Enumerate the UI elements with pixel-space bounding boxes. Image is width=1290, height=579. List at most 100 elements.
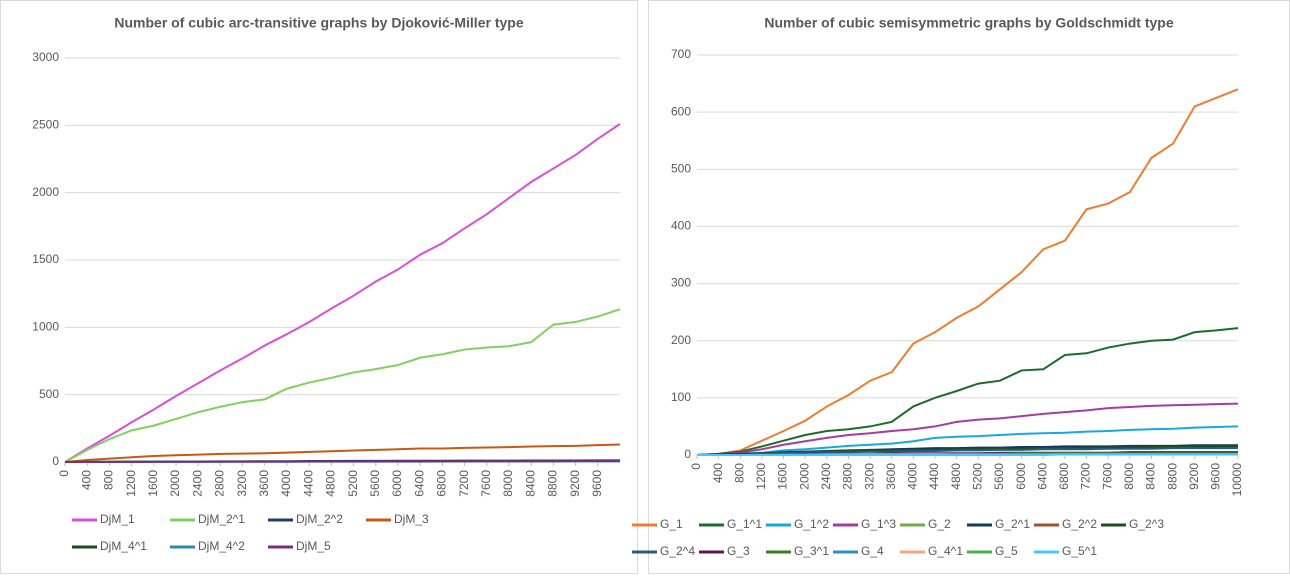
legend-label: G_2^1 (995, 517, 1030, 531)
legend-label: G_3^1 (794, 544, 829, 558)
x-tick-label: 10000 (1230, 463, 1244, 497)
x-tick-label: 9200 (568, 470, 582, 497)
y-tick-label: 700 (671, 47, 691, 61)
series-line (697, 453, 1238, 456)
x-tick-label: 0 (57, 470, 71, 477)
x-tick-label: 3200 (862, 463, 876, 490)
legend-label: DjM_2^2 (296, 512, 343, 526)
y-tick-label: 0 (684, 447, 691, 461)
x-tick-label: 2000 (168, 470, 182, 497)
x-tick-label: 2400 (190, 470, 204, 497)
x-tick-label: 8800 (546, 470, 560, 497)
x-tick-label: 5600 (368, 470, 382, 497)
x-tick-label: 1200 (124, 470, 138, 497)
series-line (64, 123, 621, 463)
y-tick-label: 400 (671, 219, 691, 233)
x-tick-label: 6400 (412, 470, 426, 497)
y-tick-label: 300 (671, 276, 691, 290)
chart-title: Number of cubic semisymmetric graphs by … (764, 15, 1173, 31)
x-tick-label: 0 (689, 463, 703, 470)
x-tick-label: 8400 (523, 470, 537, 497)
x-tick-label: 2800 (213, 470, 227, 497)
x-tick-label: 8400 (1144, 463, 1158, 490)
y-tick-label: 2500 (32, 118, 59, 132)
series-line (697, 447, 1238, 456)
legend-label: DjM_4^1 (100, 539, 147, 553)
x-tick-label: 800 (102, 470, 116, 490)
legend-label: G_4^1 (928, 544, 963, 558)
y-tick-label: 2000 (32, 185, 59, 199)
x-tick-label: 1200 (754, 463, 768, 490)
series-line (64, 443, 621, 463)
legend-label: G_2 (928, 517, 951, 531)
x-tick-label: 2000 (797, 463, 811, 490)
x-tick-label: 1600 (776, 463, 790, 490)
x-tick-label: 2400 (819, 463, 833, 490)
y-tick-label: 3000 (32, 50, 59, 64)
legend-label: G_5^1 (1062, 544, 1097, 558)
legend-label: DjM_5 (296, 539, 331, 553)
x-tick-label: 7600 (479, 470, 493, 497)
x-tick-label: 6400 (1035, 463, 1049, 490)
x-tick-label: 7600 (1100, 463, 1114, 490)
x-tick-label: 400 (711, 463, 725, 483)
x-tick-label: 6000 (390, 470, 404, 497)
x-tick-label: 8800 (1165, 463, 1179, 490)
y-tick-label: 0 (52, 454, 59, 468)
chart-title: Number of cubic arc-transitive graphs by… (114, 15, 523, 31)
legend-label: G_4 (861, 544, 884, 558)
y-tick-label: 200 (671, 333, 691, 347)
x-tick-label: 9600 (590, 470, 604, 497)
x-tick-label: 6800 (435, 470, 449, 497)
x-tick-label: 4400 (301, 470, 315, 497)
y-tick-label: 500 (671, 161, 691, 175)
series-line (696, 327, 1239, 456)
x-tick-label: 5600 (992, 463, 1006, 490)
legend-label: G_2^4 (660, 544, 695, 558)
x-tick-label: 7200 (457, 470, 471, 497)
panel-right (648, 0, 1290, 574)
legend-label: DjM_1 (100, 512, 135, 526)
legend-label: G_2^2 (1062, 517, 1097, 531)
x-tick-label: 5200 (970, 463, 984, 490)
x-tick-label: 4800 (949, 463, 963, 490)
x-tick-label: 8000 (1122, 463, 1136, 490)
x-tick-label: 4800 (324, 470, 338, 497)
legend-label: DjM_4^2 (198, 539, 245, 553)
y-tick-label: 600 (671, 104, 691, 118)
x-tick-label: 5200 (346, 470, 360, 497)
x-tick-label: 3600 (257, 470, 271, 497)
x-tick-label: 8000 (501, 470, 515, 497)
x-tick-label: 1600 (146, 470, 160, 497)
series-line (696, 402, 1239, 456)
x-tick-label: 7200 (1079, 463, 1093, 490)
legend-label: G_3 (727, 544, 750, 558)
x-tick-label: 2800 (841, 463, 855, 490)
series-line (696, 88, 1239, 456)
x-tick-label: 3200 (235, 470, 249, 497)
y-tick-label: 100 (671, 390, 691, 404)
legend-label: G_5 (995, 544, 1018, 558)
x-tick-label: 400 (79, 470, 93, 490)
x-tick-label: 6000 (1014, 463, 1028, 490)
panel-left (0, 0, 638, 574)
x-tick-label: 6800 (1057, 463, 1071, 490)
legend-label: G_1^1 (727, 517, 762, 531)
series-line (697, 425, 1239, 456)
x-tick-label: 4400 (927, 463, 941, 490)
y-tick-label: 1000 (32, 320, 59, 334)
x-tick-label: 9600 (1209, 463, 1223, 490)
series-line (64, 460, 620, 463)
x-tick-label: 4000 (906, 463, 920, 490)
legend-label: DjM_2^1 (198, 512, 245, 526)
x-tick-label: 9200 (1187, 463, 1201, 490)
y-tick-label: 1500 (32, 252, 59, 266)
legend-label: DjM_3 (394, 512, 429, 526)
x-tick-label: 800 (732, 463, 746, 483)
legend-label: G_2^3 (1129, 517, 1164, 531)
legend-label: G_1 (660, 517, 683, 531)
legend-label: G_1^3 (861, 517, 896, 531)
y-tick-label: 500 (39, 387, 59, 401)
